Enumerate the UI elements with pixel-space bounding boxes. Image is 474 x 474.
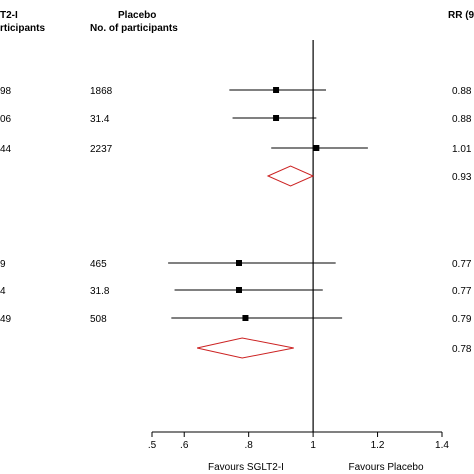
rr-value: 0.88 <box>452 114 472 125</box>
placebo-participants: 1868 <box>90 86 113 97</box>
x-tick-label: 1.2 <box>371 440 385 451</box>
placebo-participants: 508 <box>90 314 107 325</box>
rr-value: 0.78 <box>452 344 472 355</box>
placebo-participants: 31.4 <box>90 114 110 125</box>
placebo-header-line2: No. of participants <box>90 23 178 34</box>
x-tick-label: .8 <box>244 440 253 451</box>
sglt2-participants: 98 <box>0 86 12 97</box>
sglt2-header-line2: rticipants <box>0 23 45 34</box>
placebo-participants: 31.8 <box>90 286 110 297</box>
placebo-participants: 465 <box>90 259 107 270</box>
favours-placebo-label: Favours Placebo <box>348 462 423 473</box>
forest-rows: 98 1868 0.88 06 31.4 0.88 44 2237 1.01 0.93 9 465 0.… <box>0 86 472 359</box>
sglt2-header-line1: T2-I <box>0 10 18 21</box>
point-estimate-marker <box>236 260 242 266</box>
rr-value: 0.77 <box>452 286 472 297</box>
x-tick-label: .6 <box>180 440 189 451</box>
rr-value: 0.88 <box>452 86 472 97</box>
placebo-header-line1: Placebo <box>118 10 156 21</box>
x-tick-label: 1.4 <box>435 440 449 451</box>
rr-value: 0.77 <box>452 259 472 270</box>
placebo-participants: 2237 <box>90 144 113 155</box>
x-tick-label: .5 <box>148 440 157 451</box>
sglt2-participants: 49 <box>0 314 12 325</box>
rr-value: 0.79 <box>452 314 472 325</box>
point-estimate-marker <box>273 115 280 121</box>
sglt2-participants: 4 <box>0 286 6 297</box>
sglt2-participants: 9 <box>0 259 6 270</box>
sglt2-participants: 06 <box>0 114 12 125</box>
summary-diamond <box>266 165 315 187</box>
summary-diamond <box>197 337 294 359</box>
x-tick-label: 1 <box>310 440 316 451</box>
sglt2-participants: 44 <box>0 144 12 155</box>
x-axis: .5 .6 .8 1 1.2 1.4 <box>148 40 449 451</box>
rr-value: 1.01 <box>452 144 472 155</box>
point-estimate-marker <box>242 315 249 321</box>
point-estimate-marker <box>273 87 280 93</box>
point-estimate-marker <box>313 145 320 151</box>
rr-header: RR (9 <box>448 10 474 21</box>
point-estimate-marker <box>236 287 242 293</box>
favours-sglt2-label: Favours SGLT2-I <box>208 462 284 473</box>
rr-value: 0.93 <box>452 172 472 183</box>
